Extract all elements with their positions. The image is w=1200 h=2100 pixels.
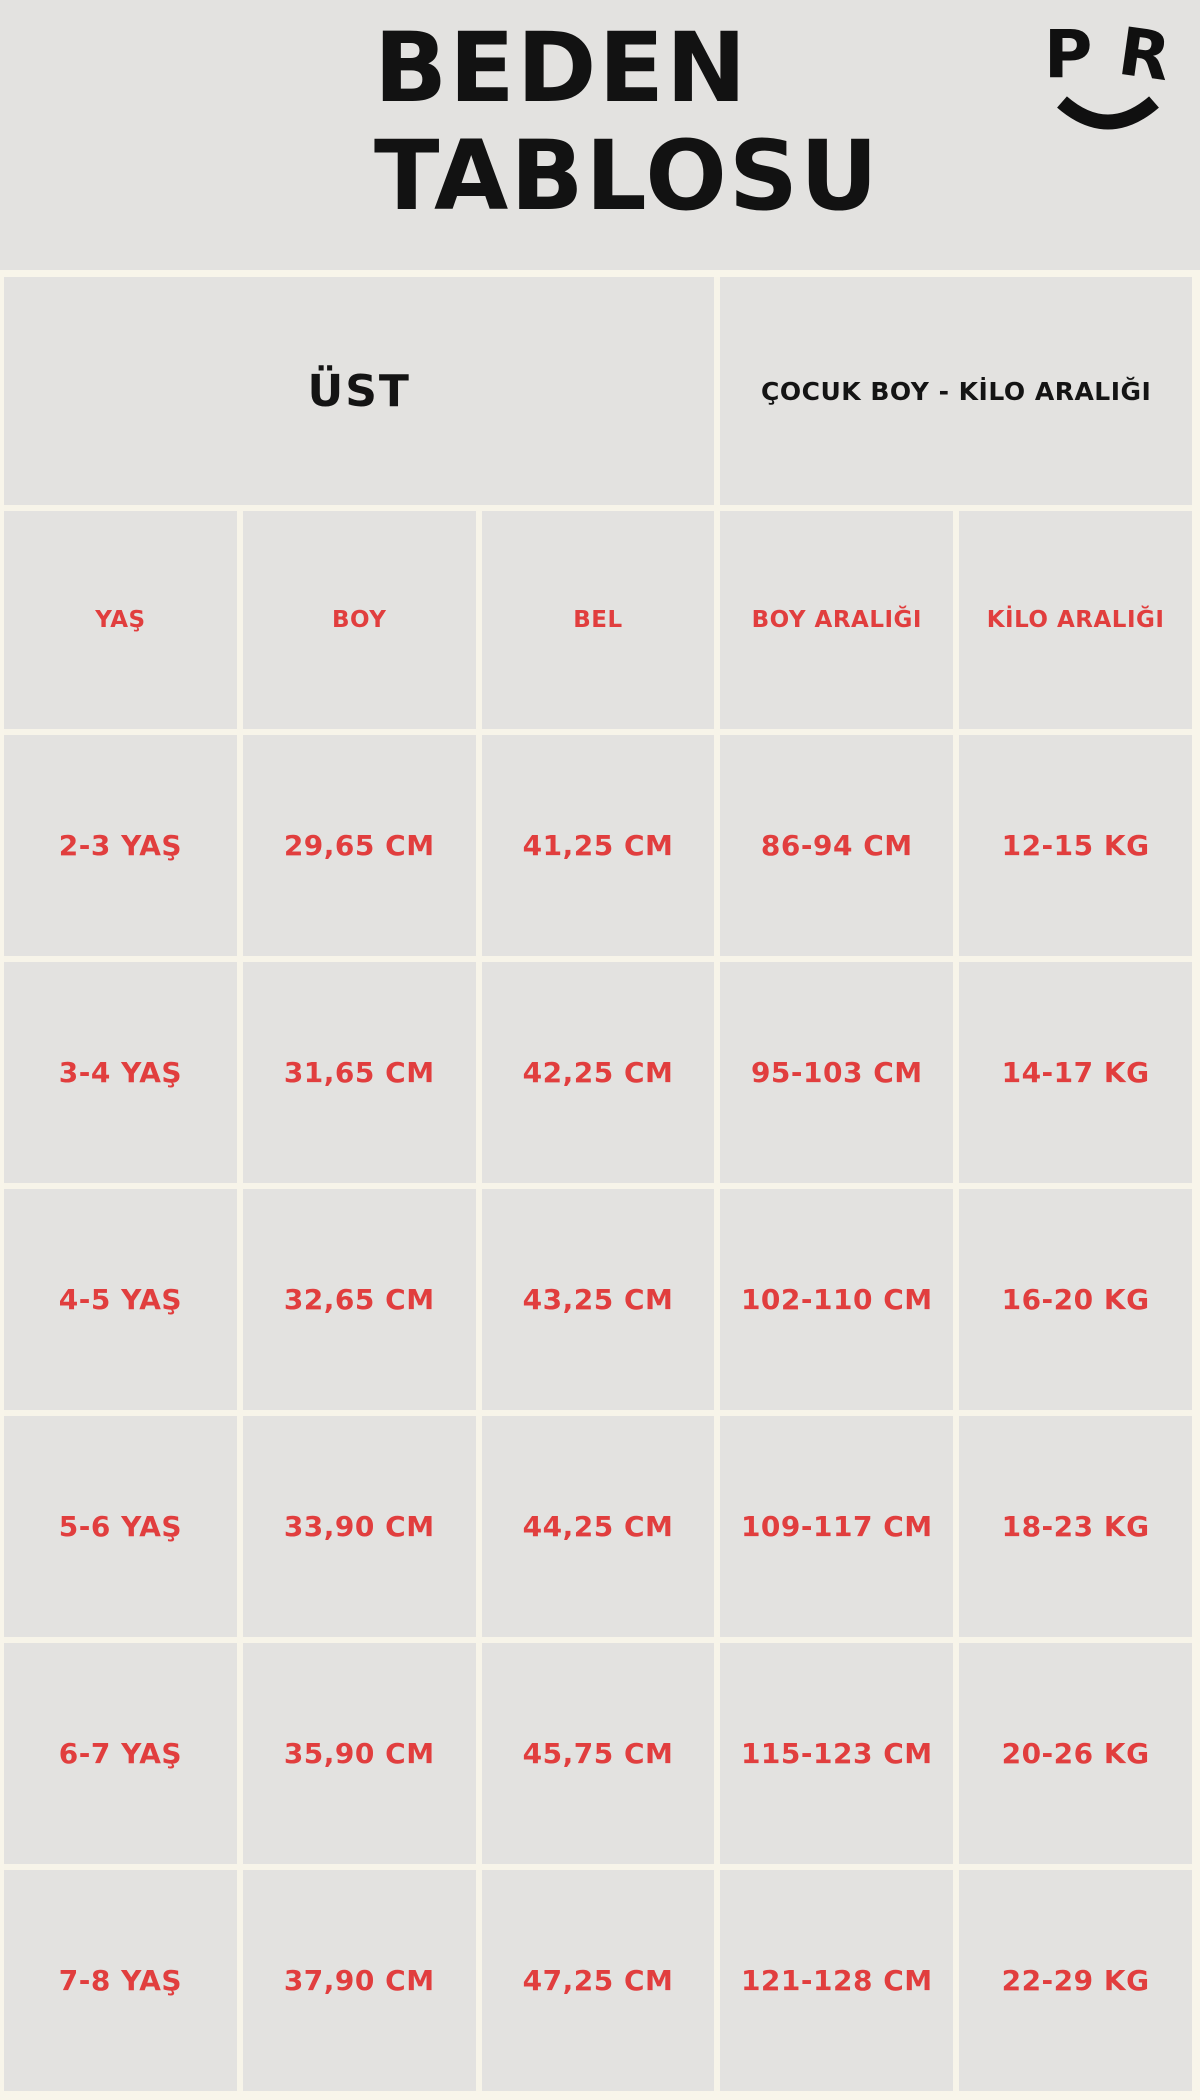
page-title-line2: TABLOSU	[374, 120, 880, 232]
table-cell: 5-6 YAŞ	[4, 1416, 237, 1637]
size-table: ÜST ÇOCUK BOY - KİLO ARALIĞI YAŞ BOY BEL…	[4, 277, 1192, 2091]
table-cell: 22-29 KG	[959, 1870, 1192, 2091]
brand-letter-r: R	[1114, 12, 1176, 97]
table-cell: 41,25 CM	[481, 735, 715, 956]
page-title-line1: BEDEN	[374, 12, 749, 124]
group-header-ust: ÜST	[4, 277, 715, 505]
table-cell: 121-128 CM	[720, 1870, 954, 2091]
table-cell: 6-7 YAŞ	[4, 1643, 237, 1864]
table-cell: 29,65 CM	[242, 735, 476, 956]
table-cell: 47,25 CM	[481, 1870, 715, 2091]
header-band: BEDEN TABLOSU P R	[0, 0, 1200, 270]
brand-letter-p: P	[1044, 16, 1093, 93]
table-cell: 109-117 CM	[720, 1416, 954, 1637]
table-cell: 86-94 CM	[720, 735, 954, 956]
table-cell: 33,90 CM	[242, 1416, 476, 1637]
table-cell: 95-103 CM	[720, 962, 954, 1183]
page-title: BEDEN TABLOSU	[374, 14, 880, 230]
table-cell: 115-123 CM	[720, 1643, 954, 1864]
group-header-cocuk: ÇOCUK BOY - KİLO ARALIĞI	[720, 277, 1192, 505]
table-cell: 45,75 CM	[481, 1643, 715, 1864]
table-cell: 4-5 YAŞ	[4, 1189, 237, 1410]
table-cell: 12-15 KG	[959, 735, 1192, 956]
table-cell: 20-26 KG	[959, 1643, 1192, 1864]
col-header-kilo-araligi: KİLO ARALIĞI	[959, 511, 1192, 729]
table-cell: 42,25 CM	[481, 962, 715, 1183]
table-cell: 32,65 CM	[242, 1189, 476, 1410]
table-cell: 31,65 CM	[242, 962, 476, 1183]
col-header-yas: YAŞ	[4, 511, 237, 729]
table-cell: 102-110 CM	[720, 1189, 954, 1410]
table-cell: 18-23 KG	[959, 1416, 1192, 1637]
smile-arc-icon	[1057, 96, 1159, 130]
table-cell: 43,25 CM	[481, 1189, 715, 1410]
group-header-ust-label: ÜST	[307, 365, 411, 417]
table-cell: 44,25 CM	[481, 1416, 715, 1637]
table-cell: 16-20 KG	[959, 1189, 1192, 1410]
table-cell: 14-17 KG	[959, 962, 1192, 1183]
col-header-boy-araligi: BOY ARALIĞI	[720, 511, 954, 729]
table-cell: 35,90 CM	[242, 1643, 476, 1864]
table-cell: 37,90 CM	[242, 1870, 476, 2091]
group-header-cocuk-label: ÇOCUK BOY - KİLO ARALIĞI	[761, 376, 1152, 406]
table-cell: 7-8 YAŞ	[4, 1870, 237, 2091]
brand-logo: P R	[1040, 13, 1175, 140]
col-header-bel: BEL	[481, 511, 715, 729]
col-header-boy: BOY	[242, 511, 476, 729]
table-cell: 3-4 YAŞ	[4, 962, 237, 1183]
table-cell: 2-3 YAŞ	[4, 735, 237, 956]
brand-logo-letters: P R	[1044, 13, 1175, 96]
